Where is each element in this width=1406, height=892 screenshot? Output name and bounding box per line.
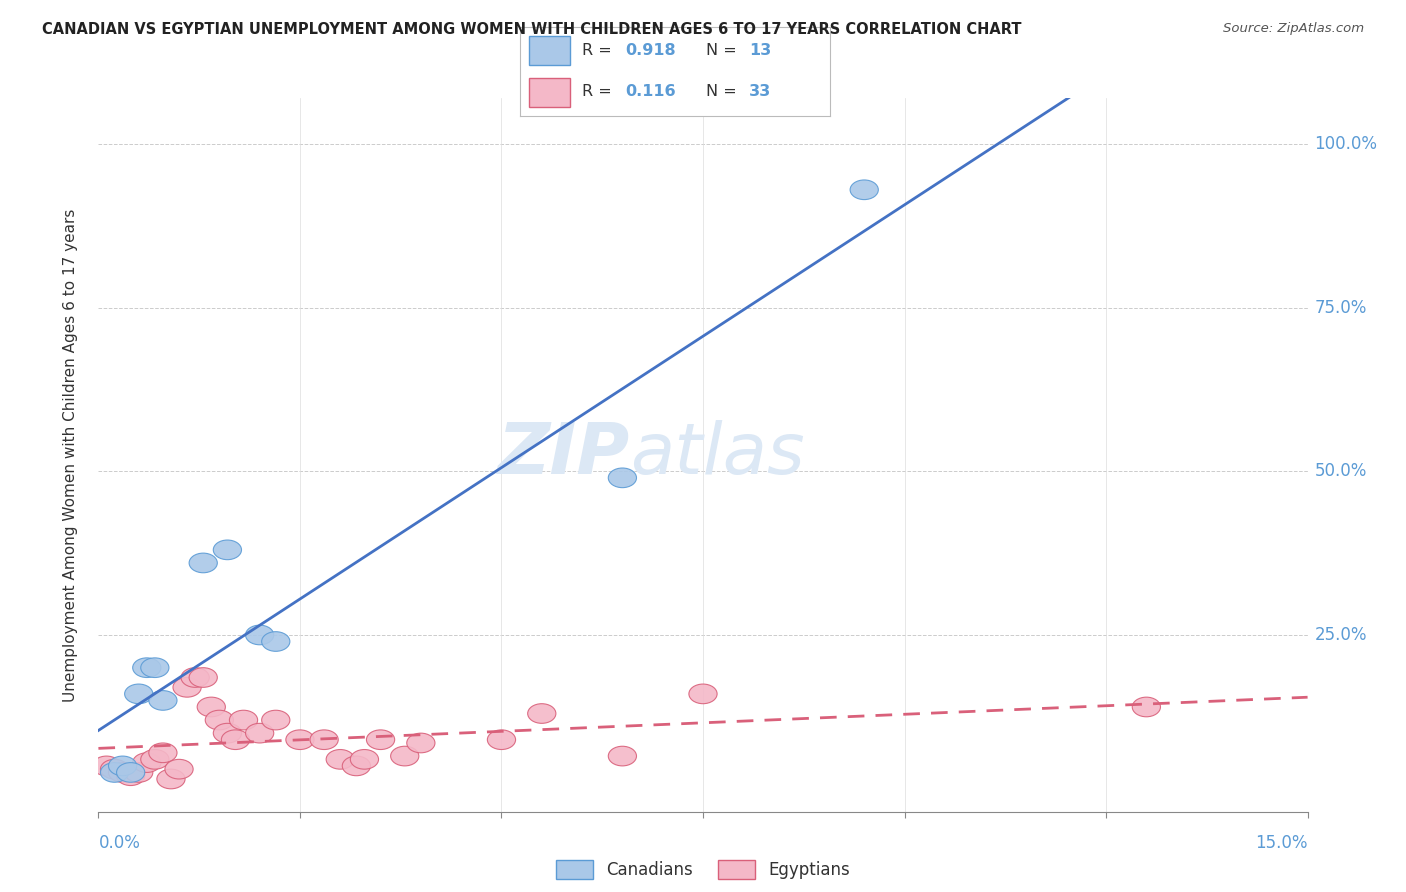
Ellipse shape	[108, 756, 136, 776]
Ellipse shape	[149, 690, 177, 710]
Ellipse shape	[117, 763, 145, 782]
Ellipse shape	[181, 668, 209, 688]
Ellipse shape	[350, 749, 378, 769]
Text: N =: N =	[706, 85, 742, 99]
Ellipse shape	[851, 180, 879, 200]
Ellipse shape	[488, 730, 516, 749]
Ellipse shape	[342, 756, 371, 776]
Ellipse shape	[391, 747, 419, 766]
Text: 0.116: 0.116	[626, 85, 676, 99]
Ellipse shape	[197, 698, 225, 717]
Ellipse shape	[689, 684, 717, 704]
Ellipse shape	[141, 658, 169, 678]
Ellipse shape	[173, 678, 201, 698]
Ellipse shape	[149, 743, 177, 763]
Ellipse shape	[93, 756, 121, 776]
Ellipse shape	[221, 730, 250, 749]
Ellipse shape	[108, 763, 136, 782]
Ellipse shape	[326, 749, 354, 769]
Y-axis label: Unemployment Among Women with Children Ages 6 to 17 years: Unemployment Among Women with Children A…	[63, 208, 77, 702]
Text: R =: R =	[582, 85, 617, 99]
Ellipse shape	[100, 759, 129, 779]
Ellipse shape	[246, 625, 274, 645]
Ellipse shape	[309, 730, 339, 749]
Text: atlas: atlas	[630, 420, 806, 490]
Legend: Canadians, Egyptians: Canadians, Egyptians	[550, 853, 856, 886]
Ellipse shape	[125, 763, 153, 782]
Ellipse shape	[205, 710, 233, 730]
Text: 0.0%: 0.0%	[98, 834, 141, 852]
Text: 0.918: 0.918	[626, 44, 676, 58]
Text: R =: R =	[582, 44, 617, 58]
Ellipse shape	[285, 730, 314, 749]
Text: 33: 33	[749, 85, 772, 99]
Text: 13: 13	[749, 44, 772, 58]
FancyBboxPatch shape	[530, 78, 569, 107]
Ellipse shape	[188, 668, 218, 688]
Ellipse shape	[1132, 698, 1160, 717]
Ellipse shape	[165, 759, 193, 779]
Ellipse shape	[132, 658, 160, 678]
Ellipse shape	[229, 710, 257, 730]
Text: 50.0%: 50.0%	[1315, 462, 1367, 480]
Text: ZIP: ZIP	[498, 420, 630, 490]
Ellipse shape	[214, 540, 242, 559]
Text: 75.0%: 75.0%	[1315, 299, 1367, 317]
Ellipse shape	[132, 753, 160, 772]
Ellipse shape	[609, 468, 637, 488]
Ellipse shape	[125, 684, 153, 704]
Ellipse shape	[117, 766, 145, 786]
Ellipse shape	[141, 749, 169, 769]
FancyBboxPatch shape	[530, 36, 569, 65]
Ellipse shape	[157, 769, 186, 789]
Text: 100.0%: 100.0%	[1315, 135, 1378, 153]
Ellipse shape	[527, 704, 555, 723]
Ellipse shape	[262, 710, 290, 730]
Text: N =: N =	[706, 44, 742, 58]
Ellipse shape	[100, 763, 129, 782]
Text: 25.0%: 25.0%	[1315, 626, 1367, 644]
Ellipse shape	[406, 733, 434, 753]
Ellipse shape	[246, 723, 274, 743]
Ellipse shape	[262, 632, 290, 651]
Text: 15.0%: 15.0%	[1256, 834, 1308, 852]
Ellipse shape	[609, 747, 637, 766]
Text: CANADIAN VS EGYPTIAN UNEMPLOYMENT AMONG WOMEN WITH CHILDREN AGES 6 TO 17 YEARS C: CANADIAN VS EGYPTIAN UNEMPLOYMENT AMONG …	[42, 22, 1022, 37]
Text: Source: ZipAtlas.com: Source: ZipAtlas.com	[1223, 22, 1364, 36]
Ellipse shape	[188, 553, 218, 573]
Ellipse shape	[367, 730, 395, 749]
Ellipse shape	[214, 723, 242, 743]
